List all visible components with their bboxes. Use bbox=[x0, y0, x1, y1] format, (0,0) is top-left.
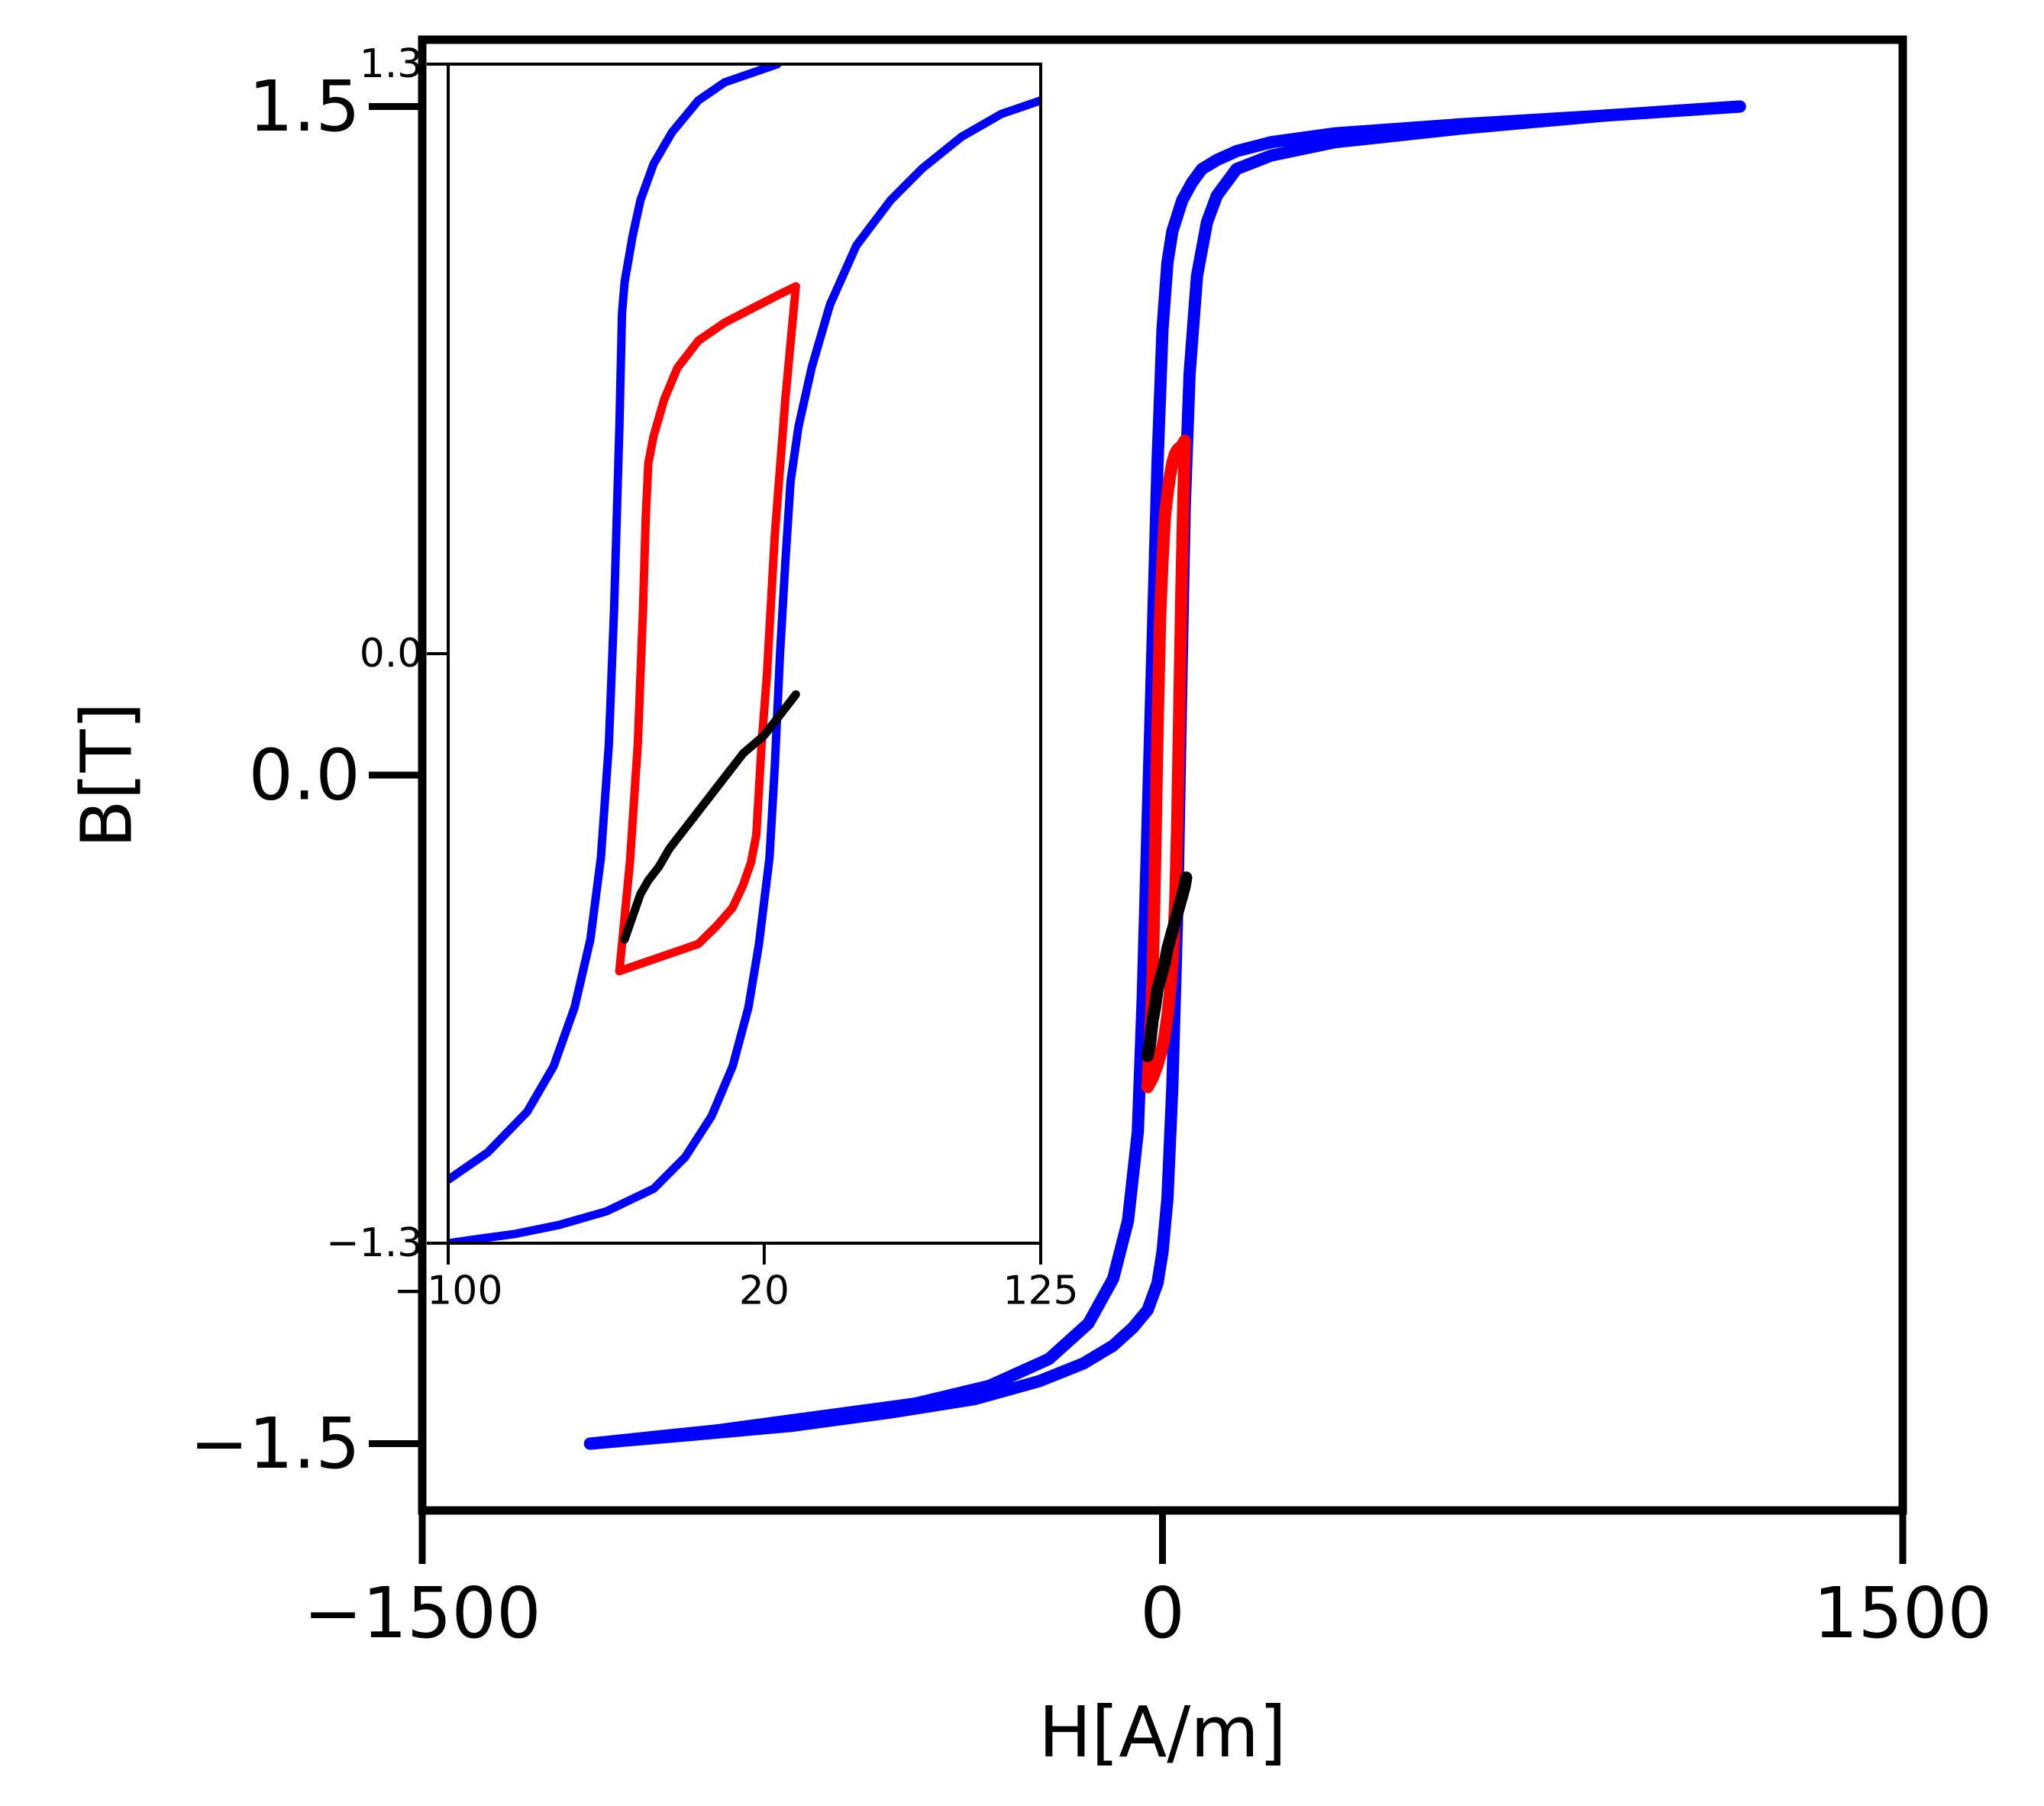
main-series-line-3 bbox=[1141, 435, 1191, 1094]
inset-series-line-1 bbox=[448, 64, 782, 1184]
inset-y-tick-label: 0.0 bbox=[360, 631, 423, 677]
main-y-tick-label: −1.5 bbox=[189, 1403, 360, 1485]
inset-series-line-3 bbox=[615, 282, 800, 976]
main-series-line-1 bbox=[583, 100, 1746, 1450]
main-series-line-4 bbox=[1141, 435, 1191, 1094]
main-y-tick-label: 0.0 bbox=[248, 735, 360, 816]
inset-x-tick-label: 125 bbox=[1003, 1268, 1078, 1314]
x-axis-label: H[A/m] bbox=[1038, 1691, 1287, 1773]
inset-y-tick-label: −1.3 bbox=[326, 1220, 422, 1266]
main-x-tick-label: −1500 bbox=[303, 1572, 541, 1654]
inset-series-group bbox=[448, 64, 1041, 1243]
main-series-group bbox=[583, 100, 1746, 1450]
main-x-tick-label: 1500 bbox=[1813, 1572, 1992, 1654]
main-series-line-2 bbox=[583, 100, 1746, 1450]
main-x-tick-label: 0 bbox=[1140, 1572, 1185, 1654]
inset-y-tick-label: 1.3 bbox=[360, 41, 423, 87]
inset-x-tick-label: −100 bbox=[394, 1268, 503, 1314]
main-series-line-5 bbox=[1141, 871, 1193, 1062]
inset-series-line-5 bbox=[620, 690, 800, 944]
main-y-tick-label: 1.5 bbox=[248, 66, 360, 147]
inset-plot-area bbox=[448, 64, 1041, 1243]
y-axis-label: B[T] bbox=[66, 702, 148, 848]
inset-series-line-4 bbox=[615, 282, 800, 976]
inset-x-tick-label: 20 bbox=[739, 1268, 790, 1314]
inset-series-line-2 bbox=[448, 96, 1041, 1243]
inset-plot: −100 20 125 −1.3 0.0 1.3 bbox=[326, 41, 1079, 1314]
